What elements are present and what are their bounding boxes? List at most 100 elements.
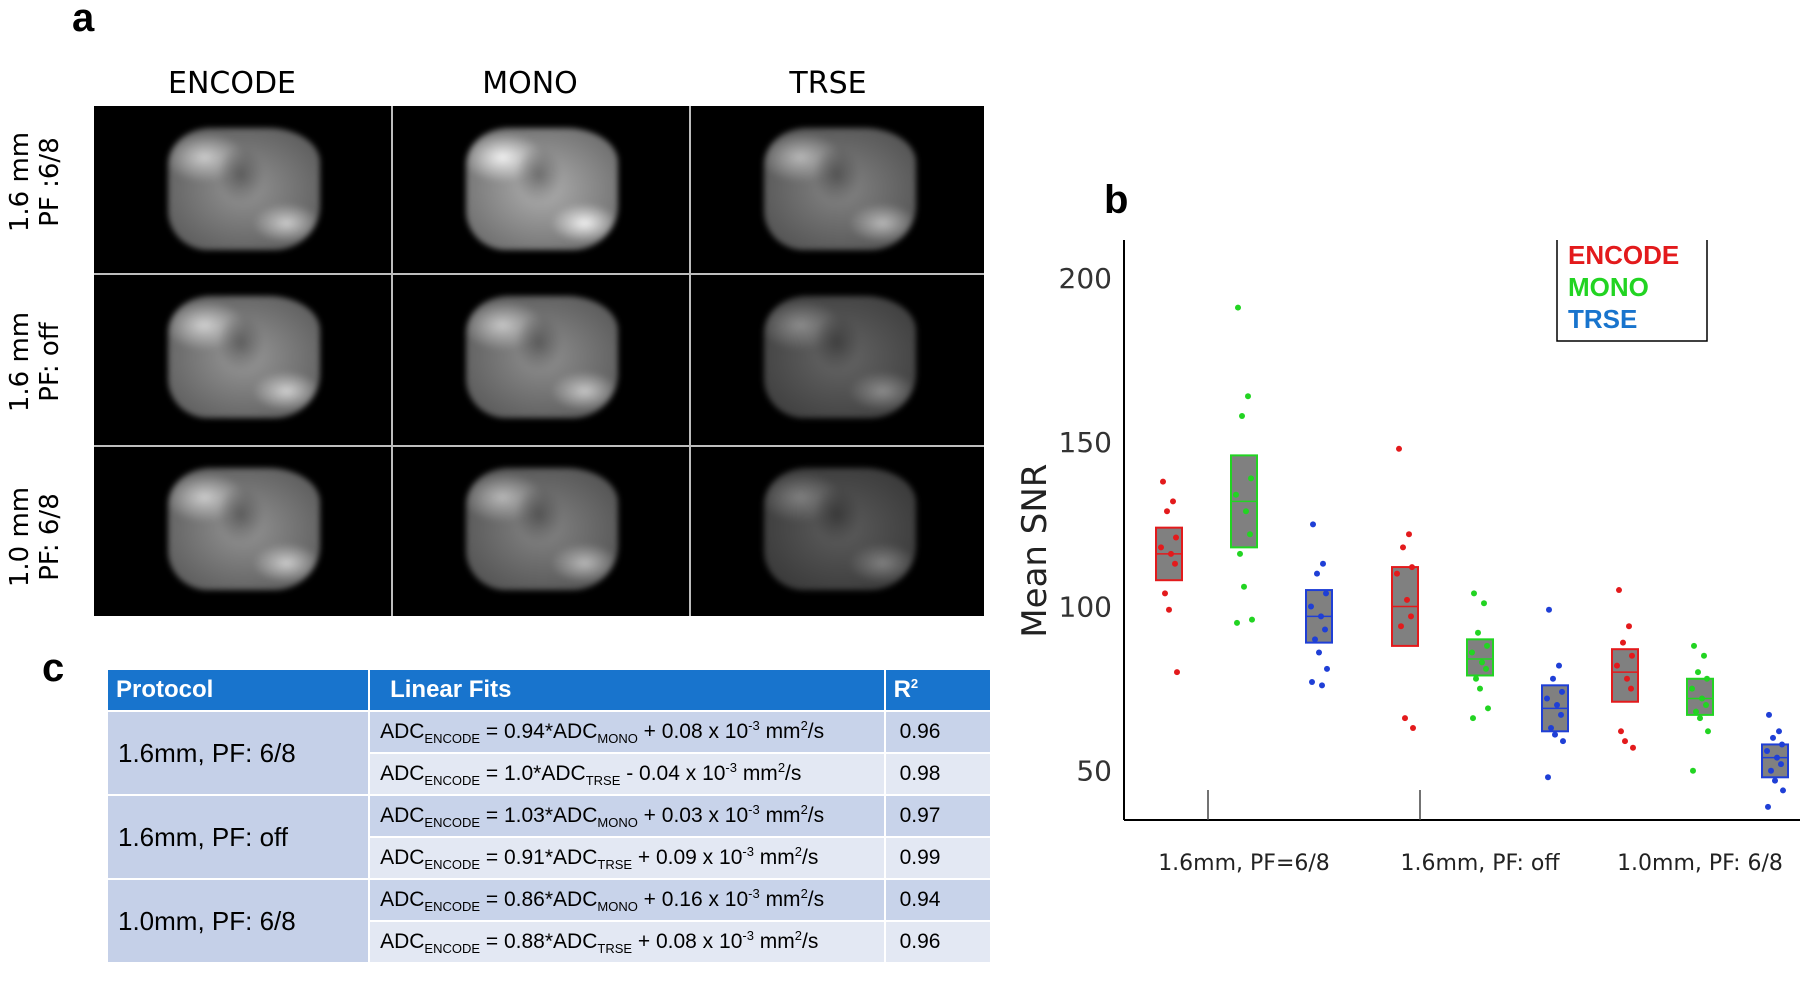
fit-unit-exp: 2 [794, 927, 803, 943]
encode-data-point [1629, 652, 1635, 659]
mri-slice-r2-c1 [94, 274, 392, 446]
trse-data-point [1778, 761, 1784, 768]
fit-exp: -3 [748, 717, 760, 733]
fit-tail: /s [785, 761, 802, 785]
trse-data-point [1768, 767, 1774, 774]
mono-data-point [1479, 659, 1485, 666]
fit-unit-exp: 2 [800, 717, 808, 733]
tissue-blob [466, 468, 618, 590]
mono-data-point [1483, 665, 1489, 672]
fit-lhs: ADC [380, 929, 425, 953]
encode-data-point [1410, 725, 1416, 732]
r2-cell: 0.99 [885, 838, 990, 878]
mono-data-point [1247, 531, 1253, 538]
fit-lhs-sub: ENCODE [424, 941, 481, 957]
encode-data-point [1398, 623, 1404, 630]
fit-exp: -3 [748, 801, 760, 817]
mono-data-point [1471, 590, 1477, 597]
fit-unit-exp: 2 [794, 843, 803, 859]
trse-data-point [1558, 711, 1564, 718]
fit-rest: + 0.09 x 10 [632, 845, 743, 869]
encode-data-point [1394, 570, 1400, 577]
mri-slice-r1-c3 [690, 106, 984, 274]
x-category-label: 1.6mm, PF: off [1400, 851, 1560, 876]
row-label-3-line2: PF: 6/8 [35, 493, 65, 581]
linear-fit-cell: ADCENCODE = 0.91*ADCTRSE + 0.09 x 10-3 m… [370, 838, 884, 878]
mri-slice-r2-c3 [690, 274, 984, 446]
fit-lhs-sub: ENCODE [424, 857, 481, 873]
mono-data-point [1697, 715, 1703, 722]
fit-unit: mm [759, 803, 801, 827]
encode-data-point [1166, 606, 1172, 613]
mono-data-point [1704, 675, 1710, 682]
grid-divider-horizontal [94, 445, 984, 447]
mono-data-point [1690, 767, 1696, 774]
tissue-blob [168, 296, 320, 418]
encode-data-point [1173, 534, 1179, 541]
panel-letter-b: b [1104, 178, 1129, 222]
r2-cell: 0.97 [885, 796, 990, 836]
mono-data-point [1477, 685, 1483, 692]
legend-entry-mono: MONO [1568, 272, 1649, 302]
trse-data-point [1550, 675, 1556, 682]
mono-data-point [1705, 728, 1711, 735]
encode-data-point [1406, 531, 1412, 538]
mri-slice-r2-c2 [392, 274, 690, 446]
trse-data-point [1559, 688, 1565, 695]
trse-data-point [1765, 803, 1771, 810]
r2-cell: 0.96 [885, 922, 990, 962]
r2-cell: 0.96 [885, 712, 990, 752]
trse-data-point [1545, 774, 1551, 781]
mri-slice-r1-c2 [392, 106, 690, 274]
tissue-blob [466, 128, 618, 250]
mono-data-point [1234, 619, 1240, 626]
encode-data-point [1614, 662, 1620, 669]
encode-data-point [1162, 590, 1168, 597]
grid-divider-horizontal [94, 273, 984, 275]
column-header-trse: TRSE [789, 66, 867, 101]
mri-slice-r3-c3 [690, 446, 984, 616]
protocol-cell: 1.6mm, PF: 6/8 [108, 712, 369, 794]
row-label-1-line2: PF :6/8 [35, 137, 65, 227]
fit-lhs: ADC [380, 803, 425, 827]
fit-unit: mm [736, 761, 778, 785]
grid-divider-vertical [689, 106, 691, 616]
r2-cell: 0.94 [885, 880, 990, 920]
fit-ref-sub: MONO [597, 815, 638, 831]
encode-data-point [1172, 560, 1178, 567]
fit-mid: = 0.86*ADC [480, 887, 598, 911]
trse-data-point [1320, 560, 1326, 567]
fit-rest: + 0.03 x 10 [637, 803, 749, 827]
table-row: ADCENCODE = 1.0*ADCTRSE - 0.04 x 10-3 mm… [108, 754, 990, 794]
fit-lhs: ADC [380, 887, 425, 911]
encode-data-point [1618, 728, 1624, 735]
trse-data-point [1309, 679, 1315, 686]
trse-data-point [1316, 649, 1322, 656]
mono-data-point [1484, 642, 1490, 649]
mono-data-point [1243, 508, 1249, 515]
trse-data-point [1779, 741, 1785, 748]
encode-data-point [1396, 445, 1402, 452]
mri-image-grid [94, 106, 984, 616]
tissue-blob [168, 128, 320, 250]
snr-box-chart: 50 100 150 200 Mean SNR 1.6mm, PF=6/8 1.6mm, P… [1015, 240, 1800, 876]
encode-data-point [1628, 685, 1634, 692]
fit-mid: = 0.88*ADC [480, 929, 598, 953]
linear-fits-table: Protocol Linear Fits R2 1.6mm, PF: 6/8 AD… [106, 668, 992, 964]
fit-mid: = 0.91*ADC [480, 845, 598, 869]
fit-lhs-sub: ENCODE [424, 815, 481, 831]
y-tick-label: 150 [1059, 426, 1112, 459]
fit-unit: mm [753, 845, 795, 869]
trse-data-point [1774, 754, 1780, 761]
trse-data-point [1556, 662, 1562, 669]
legend-box [1556, 240, 1708, 342]
protocol-cell: 1.6mm, PF: off [108, 796, 369, 878]
trse-data-point [1764, 748, 1770, 755]
encode-data-point [1409, 564, 1415, 571]
mono-data-point [1248, 475, 1254, 482]
fit-tail: /s [807, 803, 825, 827]
mono-data-point [1691, 642, 1697, 649]
r2-cell: 0.98 [885, 754, 990, 794]
trse-data-point [1544, 695, 1550, 702]
encode-data-point [1630, 744, 1636, 751]
